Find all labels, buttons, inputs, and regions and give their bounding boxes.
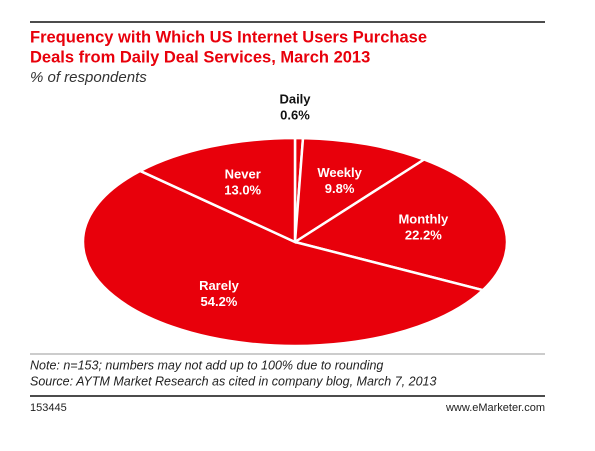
slice-label: Rarely [199, 278, 240, 293]
slice-label: Daily [279, 91, 311, 106]
data-label: 0.6% [280, 107, 310, 122]
source: Source: AYTM Market Research as cited in… [30, 374, 436, 388]
note: Note: n=153; numbers may not add up to 1… [30, 358, 383, 372]
chart-id: 153445 [30, 402, 67, 414]
chart-title: Frequency with Which US Internet Users P… [30, 28, 427, 46]
pie-slice [137, 136, 297, 244]
brand: www.eMarketer.com [445, 402, 545, 414]
slice-label: Weekly [317, 165, 362, 180]
data-label: 13.0% [224, 182, 261, 197]
data-label: 9.8% [325, 181, 355, 196]
chart-title: Deals from Daily Deal Services, March 20… [30, 48, 370, 66]
slice-label: Never [225, 166, 261, 181]
data-label: 22.2% [405, 228, 442, 243]
data-label: 54.2% [201, 294, 238, 309]
slice-label: Monthly [398, 212, 449, 227]
pie-slice [291, 158, 509, 292]
pie-slice [81, 169, 486, 348]
chart-subtitle: % of respondents [30, 69, 147, 86]
pie-slice [293, 136, 427, 245]
